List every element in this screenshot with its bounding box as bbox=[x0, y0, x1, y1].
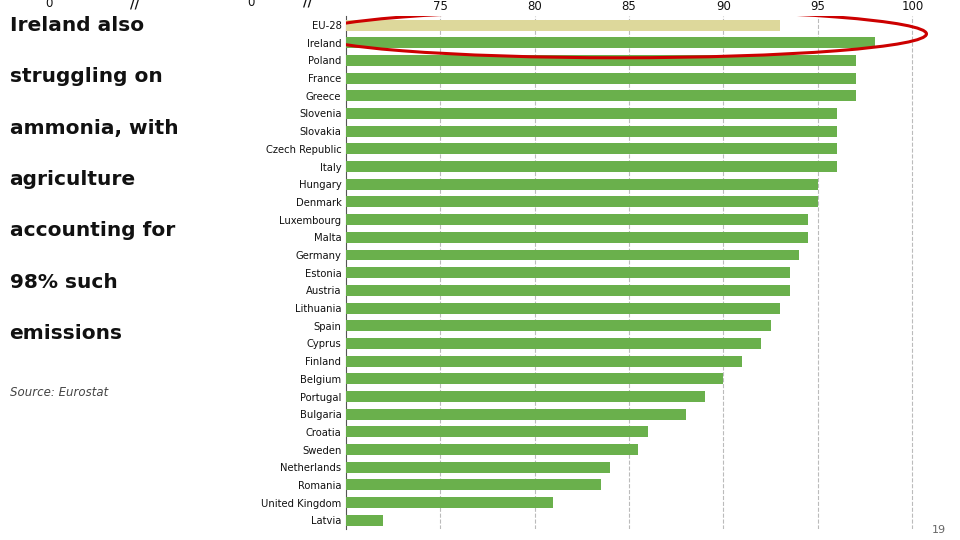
Bar bbox=[346, 497, 553, 508]
Bar bbox=[346, 55, 855, 66]
Text: emissions: emissions bbox=[10, 324, 123, 343]
Text: Source: Eurostat: Source: Eurostat bbox=[10, 386, 108, 399]
Bar bbox=[346, 197, 818, 207]
Text: struggling on: struggling on bbox=[10, 68, 162, 86]
Bar bbox=[346, 338, 761, 349]
Bar bbox=[346, 409, 685, 420]
Bar bbox=[346, 373, 724, 384]
Bar bbox=[346, 391, 705, 402]
Text: Ireland also: Ireland also bbox=[10, 16, 144, 35]
Bar bbox=[346, 462, 610, 473]
Text: 19: 19 bbox=[931, 524, 946, 535]
Bar bbox=[346, 108, 837, 119]
Bar bbox=[346, 179, 818, 190]
Bar bbox=[346, 126, 837, 137]
Bar bbox=[346, 302, 780, 314]
Bar bbox=[346, 267, 789, 278]
Bar bbox=[346, 427, 648, 437]
Bar bbox=[346, 320, 771, 331]
Text: //: // bbox=[131, 0, 139, 10]
Text: agriculture: agriculture bbox=[10, 170, 135, 189]
Bar bbox=[346, 515, 383, 526]
Text: 0: 0 bbox=[45, 0, 53, 10]
Bar bbox=[346, 480, 601, 490]
Text: accounting for: accounting for bbox=[10, 221, 175, 240]
Bar bbox=[346, 444, 638, 455]
Text: //: // bbox=[303, 0, 312, 9]
Bar bbox=[346, 356, 742, 367]
Bar bbox=[346, 19, 780, 31]
Bar bbox=[346, 232, 808, 243]
Bar bbox=[346, 161, 837, 172]
Bar bbox=[346, 90, 855, 102]
Text: 0: 0 bbox=[248, 0, 254, 9]
Text: ammonia, with: ammonia, with bbox=[10, 119, 179, 138]
Text: 98% such: 98% such bbox=[10, 273, 117, 292]
Bar bbox=[346, 37, 875, 48]
Bar bbox=[346, 285, 789, 296]
Bar bbox=[346, 249, 799, 260]
Bar bbox=[346, 73, 855, 84]
Bar bbox=[346, 144, 837, 154]
Bar bbox=[346, 214, 808, 225]
